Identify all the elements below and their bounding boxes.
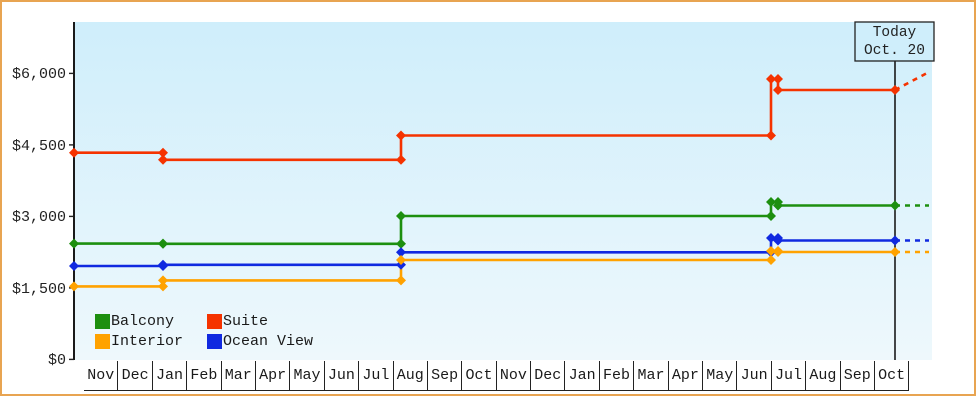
svg-text:Oct. 20: Oct. 20	[864, 43, 925, 59]
svg-text:$6,000: $6,000	[12, 66, 66, 83]
svg-text:$4,500: $4,500	[12, 138, 66, 155]
svg-text:$3,000: $3,000	[12, 209, 66, 226]
svg-text:$0: $0	[48, 352, 66, 369]
svg-text:$1,500: $1,500	[12, 281, 66, 298]
svg-text:Today: Today	[873, 25, 917, 41]
